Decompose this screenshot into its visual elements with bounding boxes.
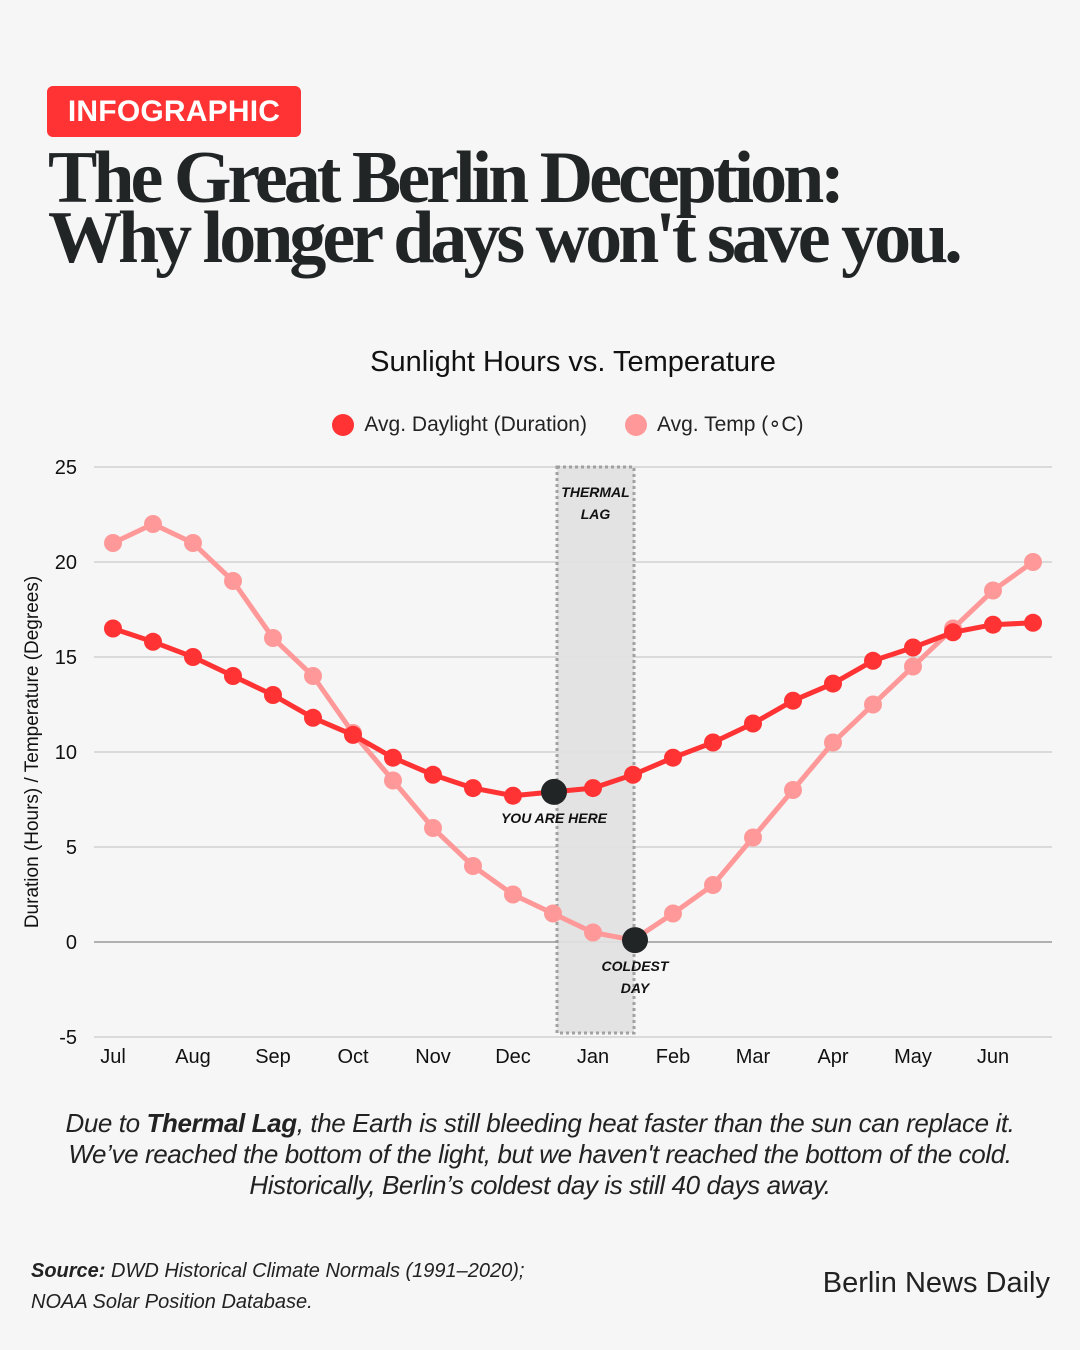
temp-point xyxy=(584,923,602,942)
y-tick-label: -5 xyxy=(59,1027,77,1049)
daylight-point xyxy=(184,648,202,666)
headline-line-1: The Great Berlin Deception: xyxy=(48,137,845,219)
x-tick-label: Jan xyxy=(577,1046,609,1068)
daylight-point xyxy=(384,748,402,767)
daylight-point xyxy=(904,638,922,657)
y-tick-label: 20 xyxy=(55,552,77,574)
daylight-point xyxy=(344,725,362,744)
y-tick-label: 25 xyxy=(55,457,77,479)
daylight-point xyxy=(464,779,482,798)
y-axis-label: Duration (Hours) / Temperature (Degrees) xyxy=(22,576,43,928)
chart-legend: Avg. Daylight (Duration) Avg. Temp (∘C) xyxy=(0,412,1080,437)
daylight-point xyxy=(424,765,442,784)
headline: The Great Berlin Deception: Why longer d… xyxy=(48,137,1068,279)
headline-line-2: Why longer days won't save you. xyxy=(48,197,963,279)
temp-point xyxy=(544,904,562,923)
temp-point xyxy=(464,857,482,875)
y-tick-label: 5 xyxy=(66,837,77,859)
x-tick-label: Aug xyxy=(175,1046,211,1068)
annotations: YOU ARE HERE COLDEST DAY xyxy=(501,778,670,996)
x-tick-label: Dec xyxy=(495,1046,531,1068)
x-tick-label: Nov xyxy=(415,1046,451,1068)
daylight-point xyxy=(584,779,602,798)
temp-point xyxy=(264,629,282,647)
x-axis-ticks: Jul Aug Sep Oct Nov Dec Jan Feb Mar Apr May Jun xyxy=(100,1046,1009,1068)
x-tick-label: Jun xyxy=(977,1046,1009,1068)
legend-item-daylight: Avg. Daylight (Duration) xyxy=(332,412,587,437)
daylight-point xyxy=(664,748,682,767)
y-axis-ticks: 25 20 15 10 5 0 -5 xyxy=(55,457,77,1049)
coldest-day-label: COLDEST xyxy=(602,958,670,974)
temp-point xyxy=(384,771,402,790)
x-tick-label: Apr xyxy=(817,1046,848,1068)
thermal-lag-label: THERMAL xyxy=(561,484,629,500)
y-tick-label: 0 xyxy=(66,932,77,954)
temp-point xyxy=(984,581,1002,600)
caption-line-3: Historically, Berlin’s coldest day is st… xyxy=(249,1170,831,1200)
temp-point xyxy=(864,695,882,714)
source-note: Source: DWD Historical Climate Normals (… xyxy=(31,1260,525,1313)
data-series xyxy=(104,515,1042,950)
coldest-day-marker xyxy=(622,927,648,954)
temp-point xyxy=(424,819,442,837)
daylight-point xyxy=(144,632,162,651)
brand-name: Berlin News Daily xyxy=(822,1267,1050,1299)
temp-point xyxy=(904,657,922,676)
temp-point xyxy=(224,572,242,590)
caption: Due to Thermal Lag, the Earth is still b… xyxy=(0,1108,1080,1201)
x-tick-label: Mar xyxy=(736,1046,771,1068)
legend-label-temp: Avg. Temp (∘C) xyxy=(656,413,804,436)
temp-dot-icon xyxy=(624,413,647,436)
daylight-point xyxy=(864,651,882,670)
temp-point xyxy=(784,781,802,799)
temp-point xyxy=(744,828,762,847)
temp-point xyxy=(304,667,322,685)
daylight-point xyxy=(824,674,842,693)
svg-text:DAY: DAY xyxy=(621,980,651,996)
caption-line-2: We’ve reached the bottom of the light, b… xyxy=(68,1139,1012,1169)
daylight-point xyxy=(1024,613,1042,632)
daylight-dot-icon xyxy=(332,413,355,436)
daylight-point xyxy=(104,619,122,638)
chart-title: Sunlight Hours vs. Temperature xyxy=(370,346,776,378)
daylight-point xyxy=(504,786,522,805)
you-are-here-marker xyxy=(541,778,567,805)
daylight-point xyxy=(704,733,722,752)
daylight-point xyxy=(984,615,1002,634)
temp-point xyxy=(144,515,162,533)
temp-point xyxy=(1024,553,1042,571)
daylight-point xyxy=(944,623,962,642)
y-tick-label: 10 xyxy=(55,742,77,764)
line-chart: THERMAL LAG 25 20 15 10 5 0 -5 Jul Aug Sep Oct Nov D… xyxy=(22,457,1052,1068)
x-tick-label: May xyxy=(894,1046,932,1068)
caption-line-1: Due to Thermal Lag, the Earth is still b… xyxy=(65,1108,1015,1138)
temp-point xyxy=(824,733,842,752)
temp-point xyxy=(504,885,522,904)
temp-point xyxy=(704,876,722,894)
temp-line xyxy=(111,521,1035,943)
temp-point xyxy=(664,904,682,923)
legend-item-temp: Avg. Temp (∘C) xyxy=(624,412,804,437)
x-tick-label: Feb xyxy=(656,1046,690,1068)
svg-text:LAG: LAG xyxy=(581,506,611,522)
legend-label-daylight: Avg. Daylight (Duration) xyxy=(364,412,587,436)
x-tick-label: Jul xyxy=(100,1046,126,1068)
thermal-lag-band: THERMAL LAG xyxy=(555,465,636,1035)
daylight-point xyxy=(224,667,242,685)
x-tick-label: Oct xyxy=(337,1046,369,1068)
daylight-point xyxy=(784,691,802,710)
x-tick-label: Sep xyxy=(255,1046,291,1068)
infographic-badge: INFOGRAPHIC xyxy=(47,86,301,137)
temp-point xyxy=(184,534,202,552)
daylight-point xyxy=(264,686,282,704)
y-tick-label: 15 xyxy=(55,647,77,669)
thermal-lag-emphasis: Thermal Lag xyxy=(146,1108,298,1138)
daylight-point xyxy=(624,765,642,784)
you-are-here-label: YOU ARE HERE xyxy=(501,810,608,826)
source-label: Source: xyxy=(31,1260,106,1282)
temp-point xyxy=(104,534,122,552)
daylight-point xyxy=(744,714,762,733)
daylight-point xyxy=(304,708,322,727)
